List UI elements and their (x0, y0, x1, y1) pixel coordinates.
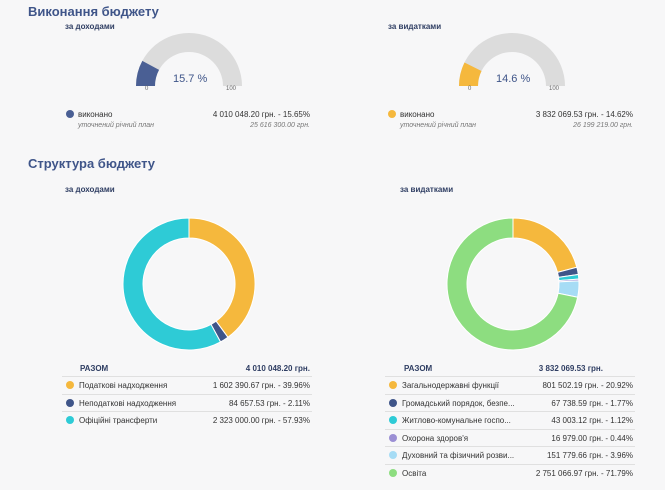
income-gauge-min: 0 (145, 86, 149, 92)
expense-legend-dot (389, 468, 397, 477)
expense-gauge-track (459, 33, 565, 86)
expense-legend-value: 43 003.12 грн. - 1.12% (551, 416, 633, 425)
income-legend-label[interactable]: Неподаткові надходження (79, 398, 177, 408)
income-legend-dot (66, 398, 74, 407)
expense-total-value: 3 832 069.53 грн. (538, 364, 603, 373)
income-gauge (136, 33, 242, 86)
execution-income-subtitle: за доходами (65, 22, 115, 31)
income-donut-slice-2[interactable] (122, 217, 222, 351)
expense-legend-value: 67 738.59 грн. - 1.77% (551, 398, 633, 408)
expense-legend-dot (389, 381, 397, 389)
expense-legend-separator (385, 393, 635, 395)
income-legend-dot (66, 381, 74, 389)
expense-legend-dot (389, 398, 397, 407)
expense-legend-separator (385, 463, 635, 465)
expense-executed-value: 3 832 069.53 грн. - 14.62% (535, 110, 633, 119)
expense-legend-dot (389, 416, 397, 424)
expense-legend-label[interactable]: Загальнодержавні функції (402, 381, 500, 390)
income-gauge-track (136, 33, 242, 86)
income-gauge-max: 100 (226, 86, 237, 92)
expense-legend-dot (389, 451, 397, 459)
expense-legend-separator (385, 446, 635, 447)
expense-legend-value: 16 979.00 грн. - 0.44% (551, 433, 633, 443)
structure-expense-subtitle: за видатками (400, 185, 454, 194)
structure-title: Структура бюджету (28, 156, 156, 171)
expense-legend-separator (385, 428, 635, 430)
expense-legend-separator (385, 376, 635, 377)
income-donut-slice-0[interactable] (188, 217, 256, 338)
execution-expense-subtitle: за видатками (388, 22, 442, 31)
income-legend-value: 2 323 000.00 грн. - 57.93% (212, 416, 310, 425)
income-plan-label: уточнений річний план (78, 122, 154, 129)
expense-legend-label[interactable]: Громадський порядок, безпе... (402, 398, 515, 408)
expense-legend-label[interactable]: Житлово-комунальне госпо... (402, 416, 511, 425)
expense-gauge-max: 100 (549, 86, 560, 92)
expense-legend-value: 801 502.19 грн. - 20.92% (542, 381, 633, 390)
income-executed-dot (66, 110, 74, 118)
income-gauge-percent: 15.7 % (173, 73, 208, 85)
expense-gauge-percent: 14.6 % (496, 73, 531, 85)
income-gauge-fill (136, 60, 160, 86)
expense-plan-value: 26 199 219.00 грн. (573, 122, 633, 129)
expense-donut-slice-0[interactable] (512, 217, 578, 273)
income-legend-value: 1 602 390.67 грн. - 39.96% (212, 381, 310, 390)
expense-legend-value: 2 751 066.97 грн. - 71.79% (535, 468, 633, 478)
income-executed-value: 4 010 048.20 грн. - 15.65% (212, 110, 310, 119)
income-legend-label[interactable]: Податкові надходження (79, 381, 168, 390)
expense-legend-label[interactable]: Духовний та фізичний розви... (402, 451, 515, 460)
income-total-label: РАЗОМ (80, 364, 109, 373)
expense-gauge (459, 33, 565, 86)
expense-plan-label: уточнений річний план (400, 122, 476, 129)
expense-donut-chart (446, 217, 580, 351)
income-donut-chart (122, 217, 256, 351)
expense-legend-value: 151 779.66 грн. - 3.96% (546, 451, 633, 460)
expense-legend-separator (385, 411, 635, 412)
expense-executed-dot (388, 110, 396, 118)
execution-title: Виконання бюджету (28, 4, 159, 19)
expense-legend-dot (389, 433, 397, 442)
income-total-value: 4 010 048.20 грн. (245, 364, 310, 373)
expense-executed-label: виконано (400, 110, 435, 119)
expense-gauge-fill (459, 62, 482, 86)
expense-legend-label[interactable]: Освіта (402, 468, 427, 478)
income-legend-separator (62, 376, 312, 377)
income-legend-separator (62, 393, 312, 395)
income-legend-label[interactable]: Офіційні трансферти (79, 416, 158, 425)
income-legend-dot (66, 416, 74, 424)
income-plan-value: 25 616 300.00 грн. (250, 122, 310, 129)
income-executed-label: виконано (78, 110, 113, 119)
structure-income-subtitle: за доходами (65, 185, 115, 194)
expense-legend-label[interactable]: Охорона здоров'я (402, 433, 469, 443)
expense-total-label: РАЗОМ (404, 364, 433, 373)
expense-donut-slice-5[interactable] (446, 217, 579, 351)
expense-gauge-min: 0 (468, 86, 472, 92)
income-legend-value: 84 657.53 грн. - 2.11% (228, 398, 310, 408)
income-legend-separator (62, 411, 312, 412)
